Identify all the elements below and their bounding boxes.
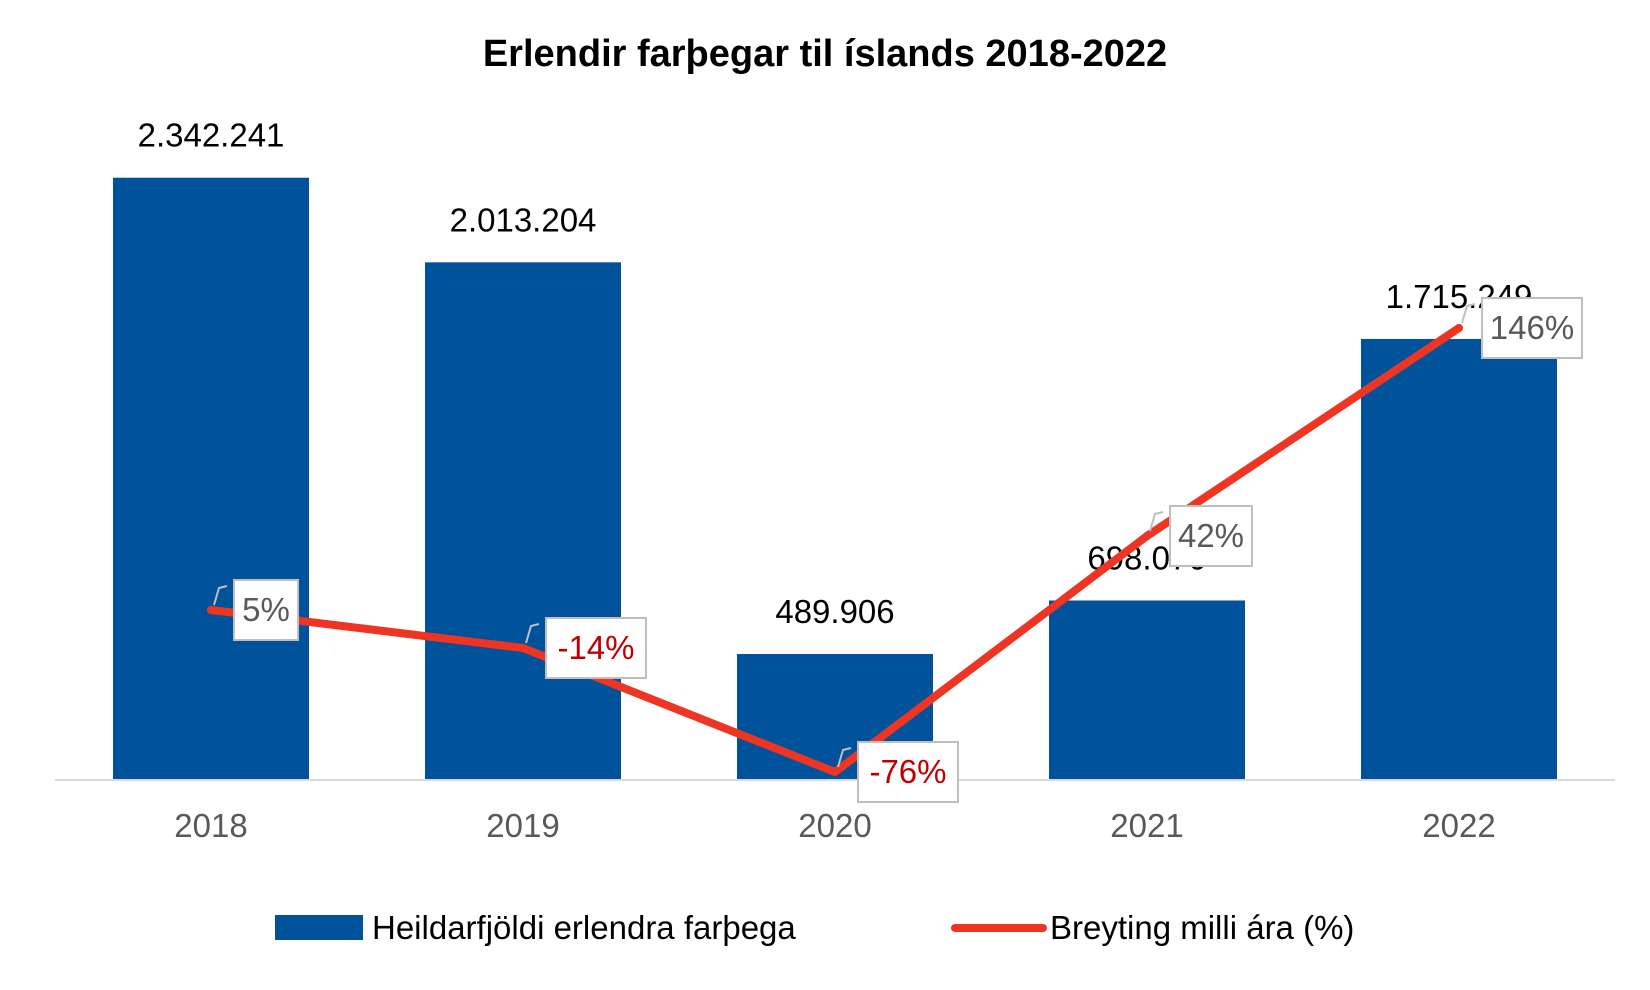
x-tick-2022: 2022 bbox=[1422, 807, 1495, 844]
bar-value-label-2019: 2.013.204 bbox=[450, 201, 597, 238]
change-label-2021: 42% bbox=[1178, 517, 1244, 554]
line-point-2018 bbox=[207, 606, 215, 614]
callout-leader-2018 bbox=[213, 585, 228, 606]
callout-leader-2022 bbox=[1461, 303, 1476, 324]
line-data-labels: 5% -14% -76% 42% 146% bbox=[213, 297, 1583, 803]
callout-box-2021 bbox=[1169, 505, 1253, 567]
legend: Heildarfjöldi erlendra farþega Breyting … bbox=[275, 909, 1354, 946]
callout-box-2018 bbox=[233, 579, 299, 641]
callout-leader-2021 bbox=[1149, 511, 1164, 532]
line-series bbox=[207, 324, 1463, 776]
x-axis-ticks: 2018 2019 2020 2021 2022 bbox=[174, 807, 1495, 844]
bar-2021 bbox=[1049, 600, 1245, 780]
legend-bar-swatch bbox=[275, 915, 363, 940]
x-tick-2018: 2018 bbox=[174, 807, 247, 844]
line-point-2022 bbox=[1455, 324, 1463, 332]
change-label-2019: -14% bbox=[557, 629, 634, 666]
line-point-2019 bbox=[519, 644, 527, 652]
x-tick-2021: 2021 bbox=[1110, 807, 1183, 844]
x-tick-2019: 2019 bbox=[486, 807, 559, 844]
bar-series bbox=[113, 177, 1557, 780]
callout-box-2022 bbox=[1481, 297, 1583, 359]
bar-value-label-2020: 489.906 bbox=[775, 593, 894, 630]
change-label-2018: 5% bbox=[242, 591, 290, 628]
chart-title: Erlendir farþegar til íslands 2018-2022 bbox=[483, 33, 1167, 75]
x-tick-2020: 2020 bbox=[798, 807, 871, 844]
line-point-2021 bbox=[1143, 532, 1151, 540]
callout-box-2019 bbox=[545, 617, 647, 679]
legend-bar-label: Heildarfjöldi erlendra farþega bbox=[372, 909, 796, 946]
change-label-2022: 146% bbox=[1490, 309, 1574, 346]
bar-2018 bbox=[113, 177, 309, 780]
bar-2019 bbox=[425, 262, 621, 780]
bar-value-label-2018: 2.342.241 bbox=[138, 117, 285, 154]
line-point-2020 bbox=[831, 768, 839, 776]
callout-leader-2020 bbox=[837, 747, 852, 768]
bar-data-labels: 2.342.2412.013.204489.906698.0701.715.24… bbox=[138, 117, 1533, 630]
callout-box-2020 bbox=[857, 741, 959, 803]
bar-2022 bbox=[1361, 338, 1557, 780]
change-label-2020: -76% bbox=[869, 753, 946, 790]
legend-line-label: Breyting milli ára (%) bbox=[1050, 909, 1354, 946]
callout-leader-2019 bbox=[525, 623, 540, 644]
